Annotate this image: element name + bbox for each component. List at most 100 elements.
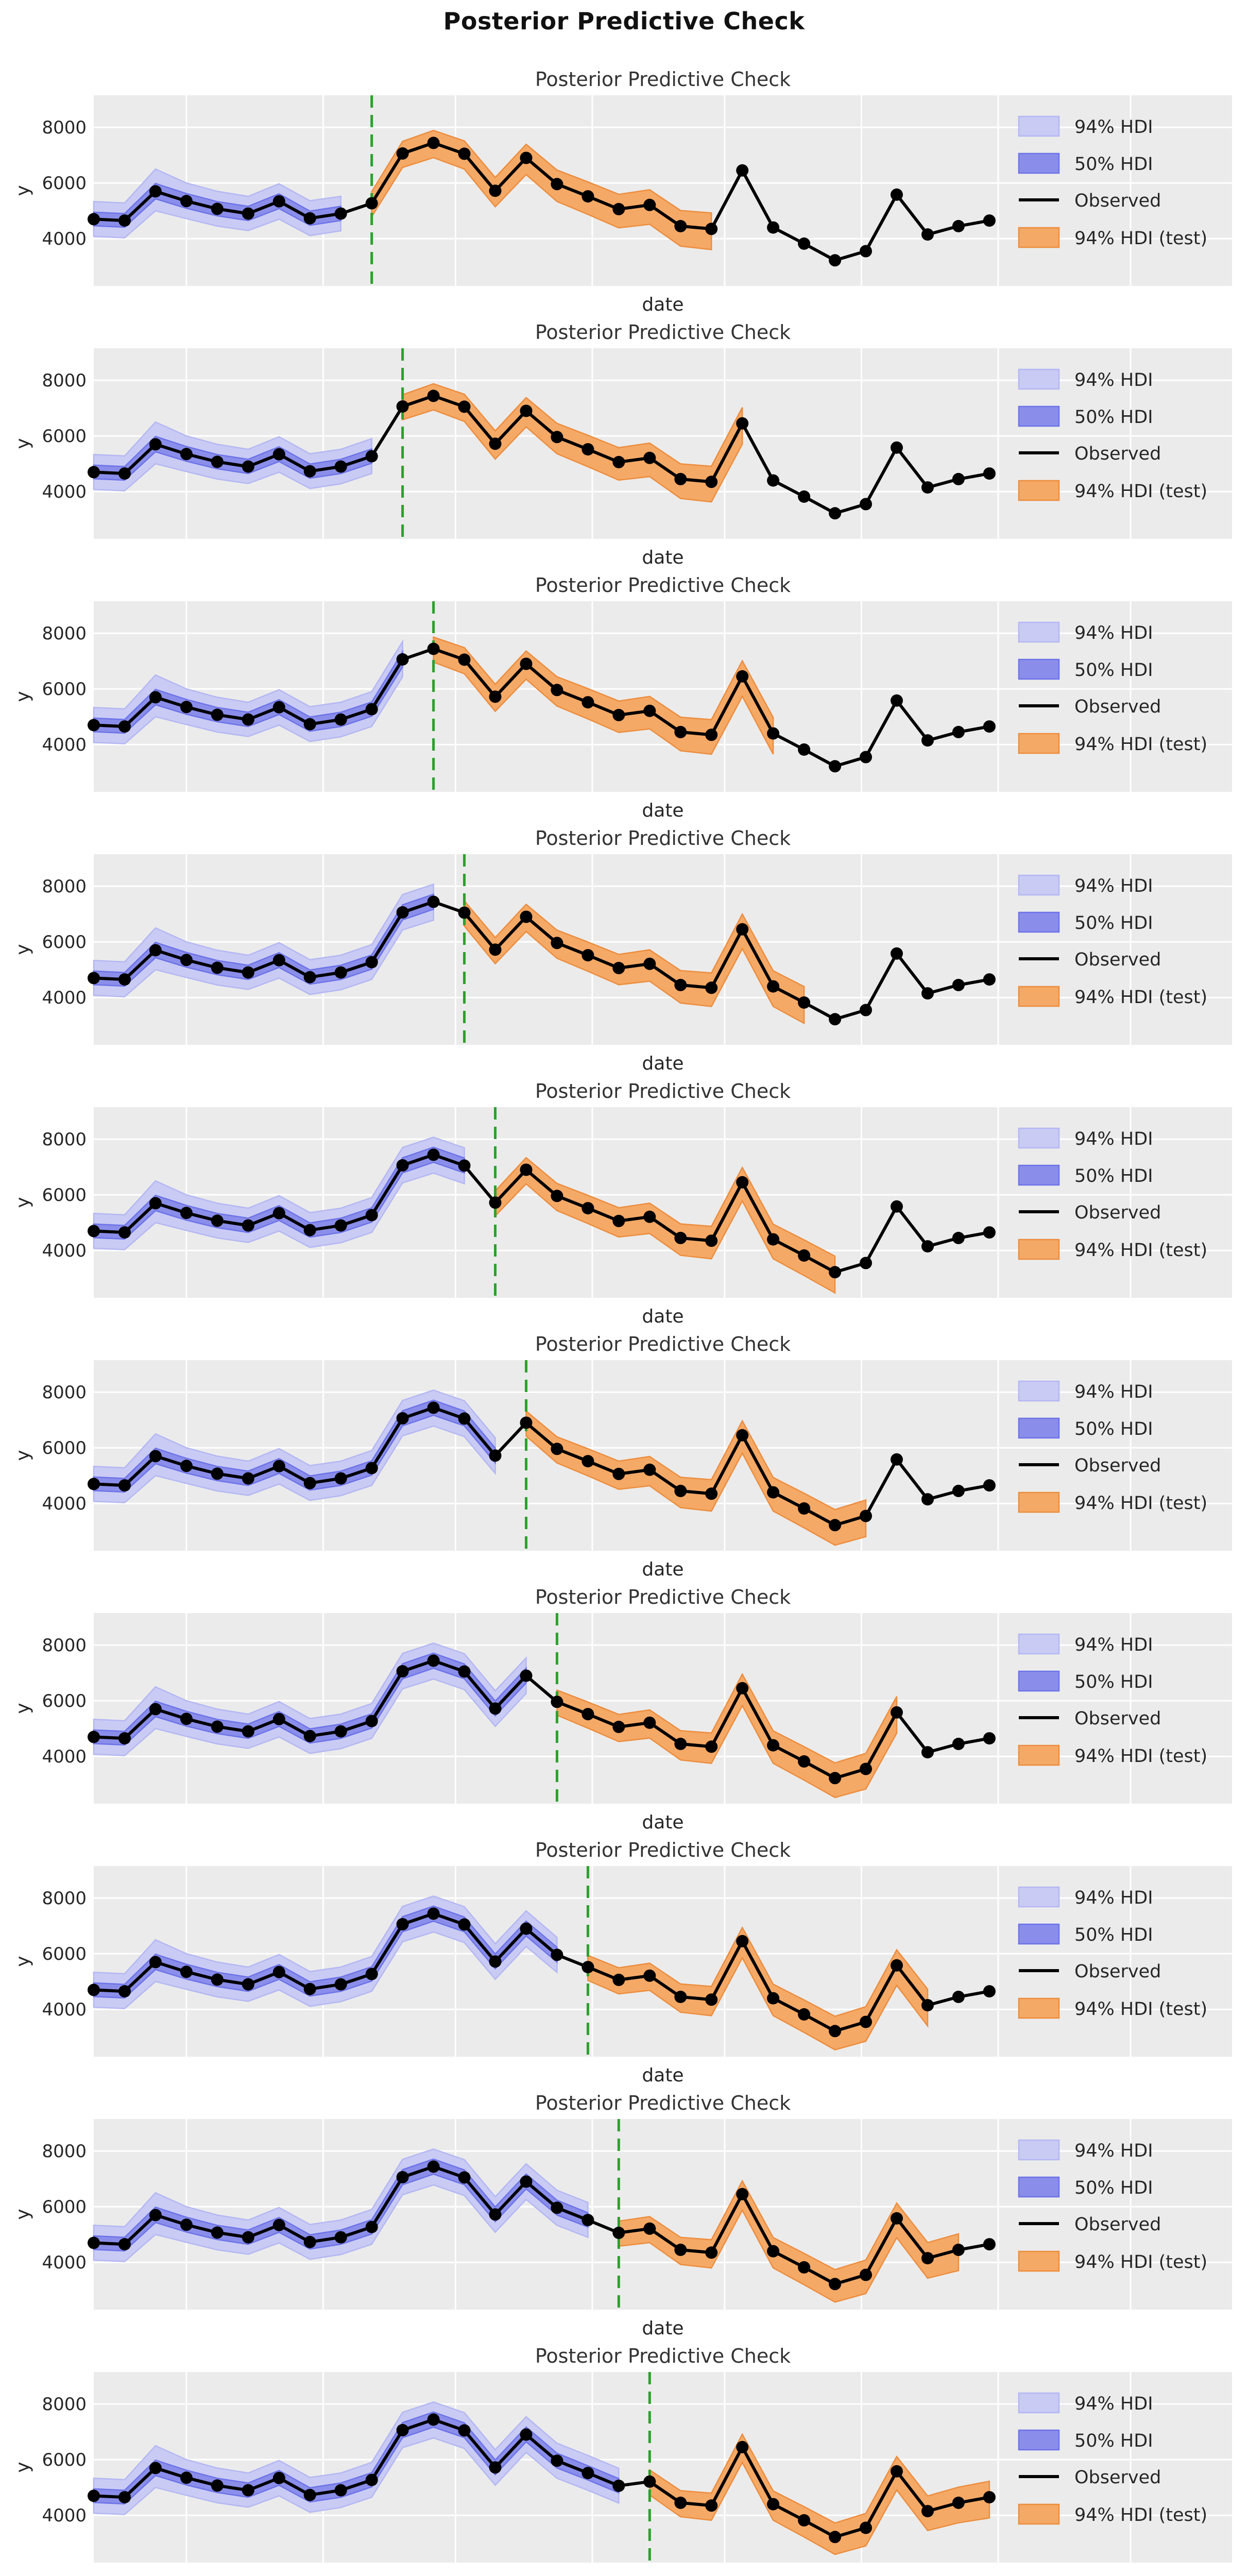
legend-patch-swatch: [1018, 2503, 1060, 2525]
y-tick-label: 4000: [42, 1999, 87, 2020]
observed-point: [767, 727, 780, 740]
legend-label: 94% HDI: [1074, 623, 1153, 643]
y-axis-label: y: [12, 691, 33, 702]
observed-point: [427, 1401, 440, 1414]
y-tick-label: 8000: [42, 1888, 87, 1909]
legend-item-observed: Observed: [1019, 444, 1161, 464]
legend-patch-swatch: [1018, 1633, 1060, 1655]
legend-item-94-hdi-test-: 94% HDI (test): [1018, 986, 1207, 1008]
y-tick-label: 6000: [42, 1185, 87, 1206]
observed-point: [705, 2499, 718, 2512]
observed-point: [272, 701, 285, 714]
x-tick-label: 2021-05: [419, 2573, 492, 2576]
observed-point: [674, 978, 687, 991]
observed-point: [272, 1460, 285, 1472]
observed-point: [643, 451, 656, 464]
legend-label: 50% HDI: [1074, 1672, 1153, 1692]
observed-point: [767, 2498, 780, 2511]
observed-point: [334, 1725, 347, 1738]
observed-point: [272, 954, 285, 967]
observed-point: [272, 1965, 285, 1978]
legend-patch-swatch: [1018, 368, 1060, 390]
observed-point: [520, 2175, 533, 2188]
y-axis-label: y: [12, 1450, 33, 1461]
x-axis-label: date: [642, 1812, 683, 1833]
y-tick-label: 6000: [42, 1944, 87, 1964]
observed-point: [891, 1453, 903, 1466]
test-hdi94-band: [494, 1157, 836, 1294]
subplot-6: Posterior Predictive Check 4000 6000 8000 y 9…: [12, 1333, 1232, 1580]
observed-point: [952, 725, 965, 738]
observed-point: [612, 2226, 625, 2239]
subplot-10: Posterior Predictive Check 4000 6000 8000 y 9…: [12, 2345, 1232, 2576]
legend-patch-swatch: [1018, 1239, 1060, 1260]
observed-point: [983, 214, 996, 227]
observed-point: [211, 2226, 224, 2239]
legend-item-observed: Observed: [1019, 1455, 1161, 1476]
observed-point: [458, 2171, 471, 2184]
y-tick-label: 4000: [42, 482, 87, 502]
legend-label: 94% HDI (test): [1074, 1240, 1207, 1261]
observed-point: [489, 184, 502, 197]
legend-label: Observed: [1074, 950, 1161, 970]
observed-point: [180, 1713, 193, 1725]
x-axis-label: date: [642, 547, 683, 568]
x-tick-label: 2021-03: [150, 2573, 223, 2576]
subplot-title: Posterior Predictive Check: [535, 827, 791, 850]
legend-item-94-hdi-test-: 94% HDI (test): [1018, 2250, 1207, 2273]
observed-point: [242, 2231, 254, 2244]
x-tick-label: 2021-08: [825, 2573, 898, 2576]
observed-point: [798, 996, 811, 1009]
observed-point: [612, 455, 625, 468]
y-tick-label: 4000: [42, 988, 87, 1008]
x-tick-label: 2021-09: [962, 2573, 1035, 2576]
observed-point: [303, 1730, 316, 1742]
observed-point: [149, 1450, 162, 1463]
observed-point: [427, 895, 440, 908]
observed-point: [365, 2473, 378, 2486]
observed-point: [180, 954, 193, 967]
observed-point: [952, 1737, 965, 1750]
x-axis-label: date: [642, 294, 683, 315]
observed-point: [303, 1477, 316, 1489]
observed-point: [211, 1214, 224, 1227]
subplot-4: Posterior Predictive Check 4000 6000 8000 y 9…: [12, 827, 1232, 1074]
observed-point: [891, 1706, 903, 1719]
observed-point: [272, 1713, 285, 1725]
observed-point: [365, 1968, 378, 1980]
observed-point: [211, 455, 224, 468]
observed-point: [798, 2514, 811, 2527]
observed-point: [180, 1207, 193, 1219]
y-tick-label: 4000: [42, 2252, 87, 2273]
legend-item-94-hdi-test-: 94% HDI (test): [1018, 1744, 1207, 1767]
observed-point: [736, 923, 749, 936]
y-axis-label: y: [12, 185, 33, 196]
observed-point: [489, 1955, 502, 1968]
legend-label: 94% HDI: [1074, 1129, 1153, 1149]
observed-point: [767, 1992, 780, 2005]
legend-item-94-hdi: 94% HDI: [1018, 115, 1153, 138]
observed-point: [334, 713, 347, 726]
y-tick-label: 4000: [42, 2505, 87, 2526]
observed-point: [551, 2201, 563, 2214]
observed-point: [983, 2491, 996, 2504]
legend-label: Observed: [1074, 191, 1161, 211]
legend-item-50-hdi: 50% HDI: [1018, 152, 1153, 175]
y-tick-label: 8000: [42, 1382, 87, 1403]
observed-point: [767, 1739, 780, 1752]
observed-point: [118, 1479, 131, 1492]
legend-patch-swatch: [1018, 1886, 1060, 1908]
legend-label: 94% HDI: [1074, 370, 1153, 391]
observed-point: [829, 760, 842, 773]
observed-point: [798, 490, 811, 503]
legend-item-94-hdi: 94% HDI: [1018, 1380, 1153, 1402]
legend-label: 94% HDI: [1074, 117, 1153, 138]
subplot-title: Posterior Predictive Check: [535, 1586, 791, 1608]
observed-point: [365, 197, 378, 210]
observed-point: [612, 1973, 625, 1986]
observed-point: [180, 1460, 193, 1472]
legend-item-50-hdi: 50% HDI: [1018, 1923, 1153, 1945]
observed-point: [767, 980, 780, 993]
observed-point: [427, 389, 440, 402]
